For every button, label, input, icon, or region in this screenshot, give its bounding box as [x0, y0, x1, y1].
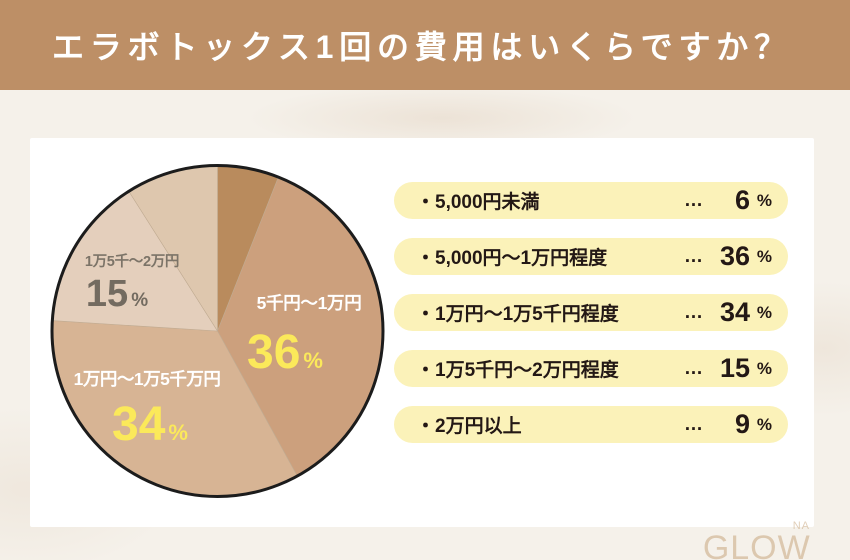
svg-text:1万5千～2万円: 1万5千～2万円	[85, 253, 179, 270]
svg-text:1万円～1万5千万円: 1万円～1万5千万円	[74, 369, 221, 389]
svg-text:5千円～1万円: 5千円～1万円	[257, 293, 362, 313]
